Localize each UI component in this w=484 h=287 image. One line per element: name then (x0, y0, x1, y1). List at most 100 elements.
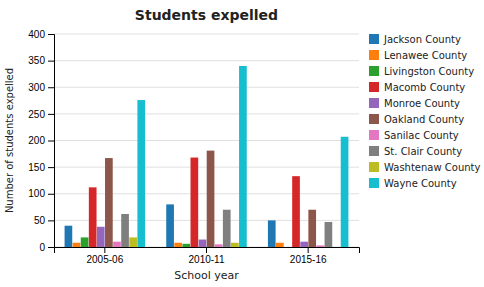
bar (129, 237, 137, 247)
bar (325, 222, 333, 247)
bar (182, 244, 190, 247)
legend-label: Wayne County (384, 178, 457, 189)
x-axis: 2005-06 2010-11 2015-16 (55, 247, 360, 265)
y-tick: 300 (28, 82, 54, 93)
legend-label: St. Clair County (384, 146, 462, 157)
bar (308, 210, 316, 247)
legend-item: Lenawee County (369, 50, 467, 61)
bar (316, 245, 324, 247)
bar-series (89, 158, 300, 247)
tick-label: 100 (28, 188, 45, 199)
legend-swatch (369, 82, 379, 92)
bar (268, 220, 276, 247)
tick-mark (48, 220, 54, 221)
x-tick: 2010-11 (189, 247, 225, 265)
grid-line (54, 60, 359, 61)
legend-item: Jackson County (369, 34, 461, 45)
grid-line (54, 140, 359, 141)
bar (73, 243, 81, 247)
tick-mark (48, 194, 54, 195)
bar (300, 242, 308, 247)
chart: 0501001502002503003504002005-062010-1120… (0, 0, 484, 287)
bar-series (129, 237, 238, 247)
legend-swatch (369, 178, 379, 188)
legend-swatch (369, 66, 379, 76)
legend-swatch (369, 50, 379, 60)
legend-label: Monroe County (384, 98, 460, 109)
y-tick: 250 (28, 109, 54, 120)
bar (292, 176, 300, 247)
x-tick: 2015-16 (290, 247, 327, 265)
legend-label: Livingston County (384, 66, 474, 77)
legend-item: Oakland County (369, 114, 464, 125)
grid-line (54, 34, 359, 35)
y-tick: 0 (39, 242, 54, 253)
tick-mark (48, 167, 54, 168)
bar (137, 100, 145, 247)
tick-label: 150 (28, 162, 45, 173)
tick-label: 0 (39, 242, 45, 253)
bar (199, 240, 207, 247)
legend-item: Sanilac County (369, 130, 459, 141)
bar-series (121, 210, 332, 247)
x-axis-title: School year (174, 269, 239, 282)
title: Students expelled (135, 7, 278, 23)
bar (276, 243, 284, 247)
bar (89, 187, 97, 247)
bar (333, 247, 341, 248)
bar (65, 226, 73, 247)
legend-swatch (369, 34, 379, 44)
bar-series (137, 66, 348, 247)
y-tick: 150 (28, 162, 54, 173)
grid-line (54, 167, 359, 168)
legend-label: Oakland County (384, 114, 464, 125)
plot: 0501001502002503003504002005-062010-1120… (28, 29, 359, 265)
bar (191, 158, 199, 247)
tick-label: 250 (28, 109, 45, 120)
tick-mark (48, 247, 54, 248)
bar (239, 66, 247, 247)
grid-line (54, 193, 359, 194)
legend-item: Livingston County (369, 66, 474, 77)
legend-swatch (369, 114, 379, 124)
bar (121, 214, 129, 247)
y-tick: 350 (28, 55, 54, 66)
legend-swatch (369, 130, 379, 140)
bar (174, 243, 182, 247)
legend-label: Washtenaw County (384, 162, 481, 173)
bar (207, 151, 215, 247)
bar (113, 242, 121, 247)
grid-line (54, 113, 359, 114)
tick-label: 2010-11 (189, 254, 225, 265)
axis-line (55, 248, 360, 254)
bar (97, 227, 105, 247)
bar-series (105, 151, 316, 247)
tick-label: 2005-06 (86, 254, 123, 265)
tick-mark (308, 247, 309, 253)
legend-label: Lenawee County (384, 50, 467, 61)
y-axis-title: Number of students expelled (4, 68, 15, 213)
y-tick: 100 (28, 188, 54, 199)
tick-mark (48, 87, 54, 88)
legend-item: Macomb County (369, 82, 465, 93)
tick-mark (104, 247, 105, 253)
bars (65, 66, 349, 247)
bar (105, 158, 113, 247)
bar (223, 210, 231, 247)
y-tick: 400 (28, 29, 54, 40)
legend-item: Wayne County (369, 178, 457, 189)
legend-label: Jackson County (383, 34, 461, 45)
grid (54, 34, 359, 247)
legend-swatch (369, 162, 379, 172)
legend-item: Monroe County (369, 98, 460, 109)
tick-label: 50 (34, 215, 46, 226)
y-tick: 50 (34, 215, 54, 226)
tick-label: 2015-16 (290, 254, 327, 265)
y-axis: 050100150200250300350400 (28, 29, 54, 253)
tick-mark (206, 247, 207, 253)
legend-item: Washtenaw County (369, 162, 481, 173)
tick-label: 350 (28, 55, 45, 66)
bar (341, 137, 349, 247)
legend-label: Macomb County (384, 82, 465, 93)
bar (166, 204, 174, 247)
